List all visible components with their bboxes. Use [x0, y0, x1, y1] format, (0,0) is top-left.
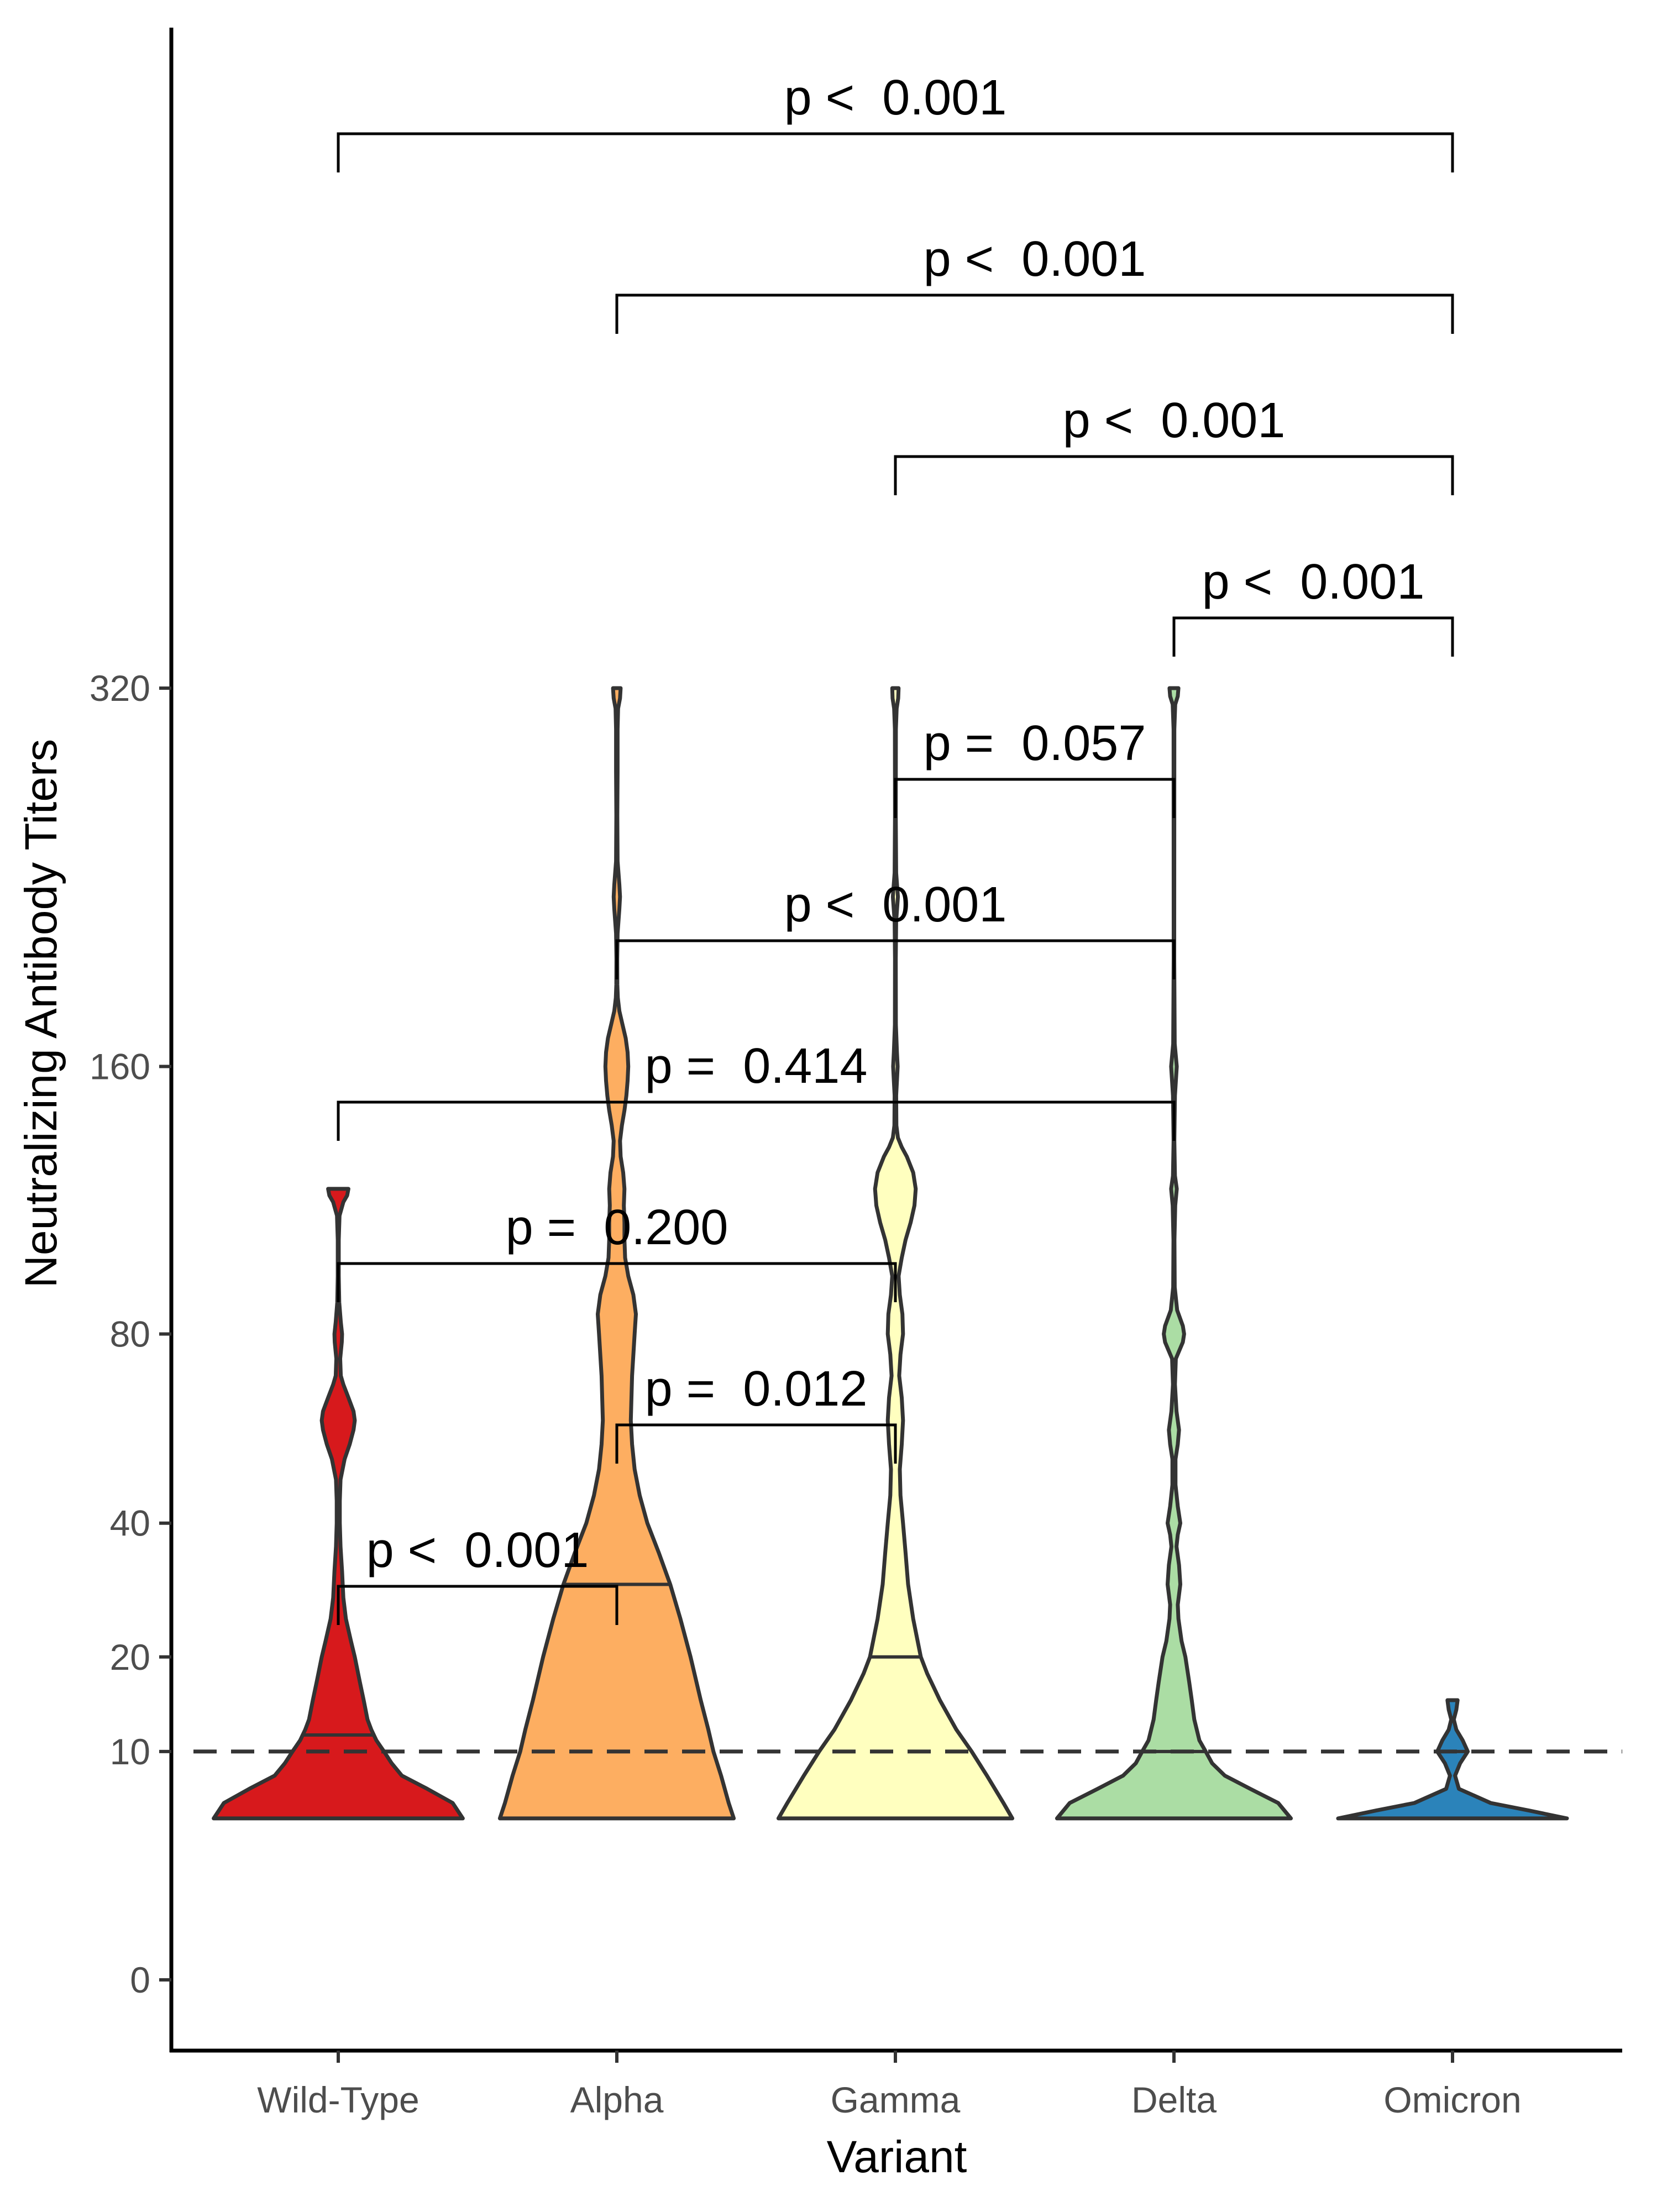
- comparison-bracket: [1172, 616, 1454, 657]
- y-tick-label: 0: [130, 1959, 150, 2000]
- p-value-label: p = 0.414: [645, 1039, 868, 1094]
- comparison-bracket: [337, 1100, 1176, 1141]
- comparison-bracket: [894, 778, 1176, 818]
- violin-alpha: [497, 686, 736, 1821]
- violin-delta: [1055, 686, 1293, 1821]
- p-value-label: p < 0.001: [784, 70, 1007, 125]
- comparison-bracket: [337, 1262, 897, 1302]
- comparison-bracket: [615, 939, 1176, 979]
- comparison-brackets: p < 0.001 p = 0.012 p = 0.200 p = 0.414 p < …: [337, 70, 1454, 1625]
- violins: [212, 686, 1569, 1821]
- comparison-bracket: [894, 455, 1454, 495]
- comparison-bracket: [337, 1585, 618, 1625]
- p-value-label: p = 0.057: [924, 716, 1146, 771]
- p-value-label: p < 0.001: [1063, 393, 1286, 448]
- x-tick-label: Delta: [1131, 2079, 1217, 2120]
- y-tick-label: 80: [110, 1314, 150, 1355]
- y-tick-label: 320: [90, 668, 150, 709]
- violin-wild-type: [212, 1187, 465, 1821]
- y-axis-ticks: 0 10 20 40 80 160 320: [90, 668, 171, 2000]
- comparison-bracket: [337, 132, 1454, 172]
- x-tick-label: Gamma: [831, 2079, 961, 2120]
- x-tick-label: Alpha: [570, 2079, 664, 2120]
- y-axis-title: Neutralizing Antibody Titers: [16, 739, 66, 1288]
- y-tick-label: 10: [110, 1731, 150, 1772]
- x-axis-ticks: Wild-Type Alpha Gamma Delta Omicron: [257, 2051, 1522, 2120]
- comparison-bracket: [615, 1423, 897, 1464]
- x-axis-title: Variant: [827, 2132, 967, 2182]
- p-value-label: p < 0.001: [1202, 554, 1425, 610]
- y-tick-label: 40: [110, 1503, 150, 1544]
- p-value-label: p = 0.012: [645, 1361, 868, 1417]
- x-tick-label: Omicron: [1383, 2079, 1521, 2120]
- violin-omicron: [1336, 1698, 1569, 1821]
- x-tick-label: Wild-Type: [257, 2079, 419, 2120]
- y-tick-label: 20: [110, 1637, 150, 1678]
- p-value-label: p = 0.200: [506, 1200, 728, 1255]
- p-value-label: p < 0.001: [924, 232, 1146, 287]
- p-value-label: p < 0.001: [784, 877, 1007, 932]
- y-tick-label: 160: [90, 1046, 150, 1087]
- violin-gamma: [776, 686, 1015, 1821]
- comparison-bracket: [615, 293, 1454, 334]
- p-value-label: p < 0.001: [366, 1523, 589, 1578]
